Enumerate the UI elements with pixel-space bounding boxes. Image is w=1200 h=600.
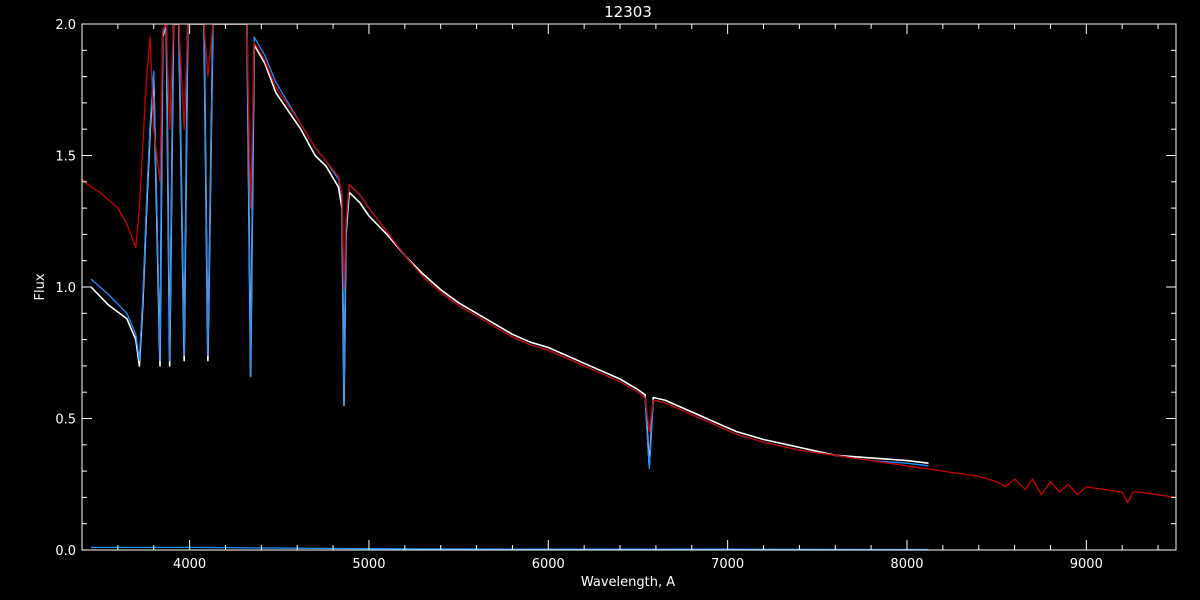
series-line-4 [91, 546, 929, 550]
y-axis-label: Flux [33, 273, 48, 300]
x-tick-label: 4000 [173, 557, 206, 572]
plot-area [82, 24, 1176, 550]
chart-title: 12303 [604, 3, 652, 21]
y-tick-label: 1.5 [55, 150, 76, 165]
x-axis-label: Wavelength, A [581, 575, 675, 590]
y-tick-label: 0.0 [55, 544, 76, 559]
y-tick-label: 2.0 [55, 18, 76, 33]
y-tick-label: 1.0 [55, 281, 76, 296]
x-tick-label: 6000 [532, 557, 565, 572]
x-tick-label: 8000 [890, 557, 923, 572]
series-line-2 [90, 24, 929, 470]
axis-ticks: 4000 5000 6000 7000 8000 9000 0.0 0.5 1.0 1.5 2.0 [55, 18, 1176, 572]
series-line-3 [82, 24, 1176, 504]
plot-frame [81, 23, 1177, 551]
series-line-1 [90, 24, 929, 467]
y-tick-label: 0.5 [55, 413, 76, 428]
x-tick-label: 9000 [1070, 557, 1103, 572]
x-tick-label: 5000 [352, 557, 385, 572]
x-tick-label: 7000 [711, 557, 744, 572]
